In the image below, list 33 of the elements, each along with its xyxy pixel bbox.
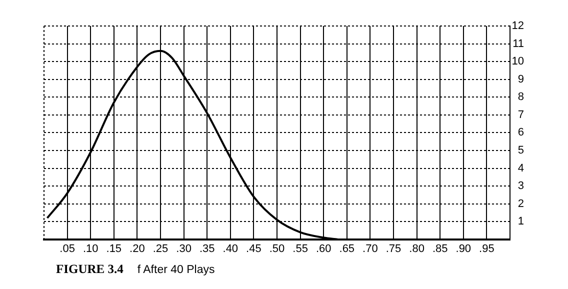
y-tick-label: 11: [512, 38, 524, 50]
x-tick-label: .20: [130, 243, 145, 256]
x-tick-label: .40: [222, 243, 238, 256]
y-tick-label: 5: [518, 144, 524, 157]
x-tick-label: .55: [292, 243, 308, 256]
x-tick-label: .25: [152, 243, 168, 256]
x-tick-label: .15: [106, 243, 122, 256]
y-tick-label: 8: [518, 91, 524, 104]
x-tick-label: .45: [246, 243, 262, 256]
x-tick-label: .35: [199, 243, 215, 256]
x-tick-label: .65: [339, 243, 355, 256]
text: f After 40 Plays: [137, 264, 215, 276]
x-tick-label: .05: [60, 243, 75, 256]
x-tick-label: .90: [456, 243, 472, 256]
x-tick-label: .75: [386, 243, 402, 256]
x-tick-label: .60: [316, 243, 332, 256]
text: FIGURE 3.4: [56, 262, 124, 277]
y-tick-label: 10: [512, 56, 524, 68]
x-tick-label: .85: [432, 243, 448, 256]
x-tick-label: .50: [269, 243, 285, 256]
y-tick-label: 12: [512, 20, 524, 32]
x-tick-label: .80: [409, 243, 424, 256]
y-tick-label: 7: [518, 108, 524, 121]
y-tick-label: 3: [518, 180, 524, 192]
x-tick-label: .10: [82, 243, 98, 256]
x-tick-label: .95: [479, 243, 494, 256]
x-tick-label: .30: [176, 243, 192, 256]
y-tick-label: 2: [518, 198, 524, 210]
y-tick-label: 6: [518, 126, 524, 139]
x-tick-label: .70: [362, 243, 378, 256]
y-tick-label: 9: [518, 73, 524, 86]
y-tick-label: 4: [518, 162, 524, 174]
y-tick-label: 1: [518, 216, 524, 228]
